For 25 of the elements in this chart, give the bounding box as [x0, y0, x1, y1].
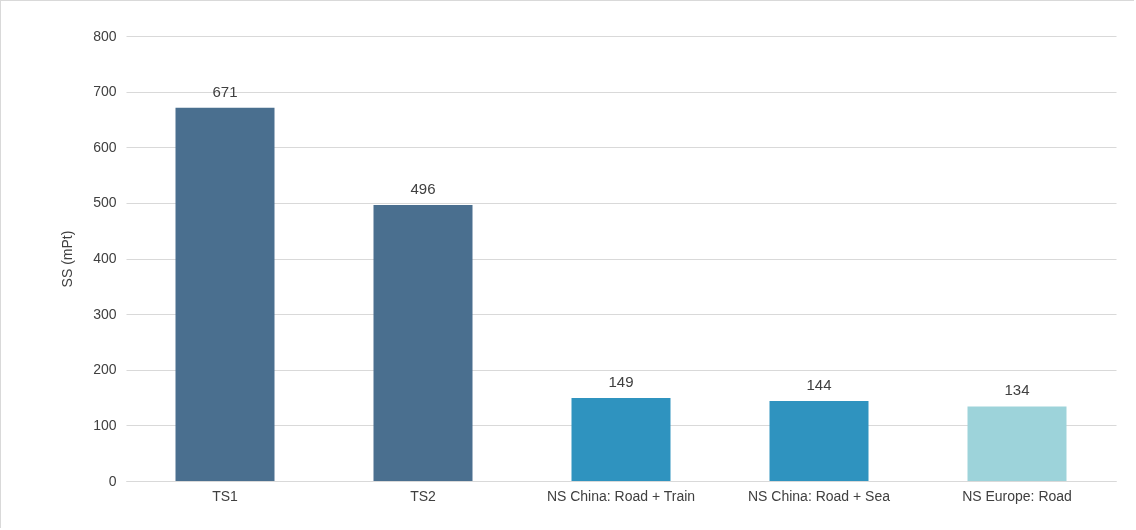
y-axis-title: SS (mPt) [59, 230, 76, 288]
bar [769, 400, 869, 481]
x-tick-label: NS Europe: Road [962, 487, 1072, 504]
data-label: 149 [608, 373, 634, 391]
data-label: 496 [410, 180, 436, 198]
y-tick-label: 0 [108, 472, 117, 489]
y-tick-label: 800 [93, 27, 117, 44]
y-tick-label: 100 [93, 416, 117, 433]
y-tick-label: 600 [93, 138, 117, 155]
bar [571, 398, 671, 481]
data-label: 671 [212, 82, 238, 100]
data-label: 134 [1004, 381, 1030, 399]
bar [373, 205, 473, 481]
y-tick-label: 500 [93, 194, 117, 211]
x-tick-label: TS2 [410, 487, 437, 504]
x-tick-label: NS China: Road + Train [546, 487, 696, 504]
y-tick-label: 400 [93, 250, 117, 266]
bar [175, 107, 275, 481]
x-tick-label: NS China: Road + Sea [747, 487, 891, 504]
x-tick-label: TS1 [212, 487, 239, 504]
y-tick-label: 300 [93, 305, 117, 322]
y-tick-label: 700 [93, 83, 117, 100]
data-label: 144 [806, 375, 832, 393]
y-tick-label: 200 [93, 361, 117, 378]
bar [967, 406, 1067, 481]
